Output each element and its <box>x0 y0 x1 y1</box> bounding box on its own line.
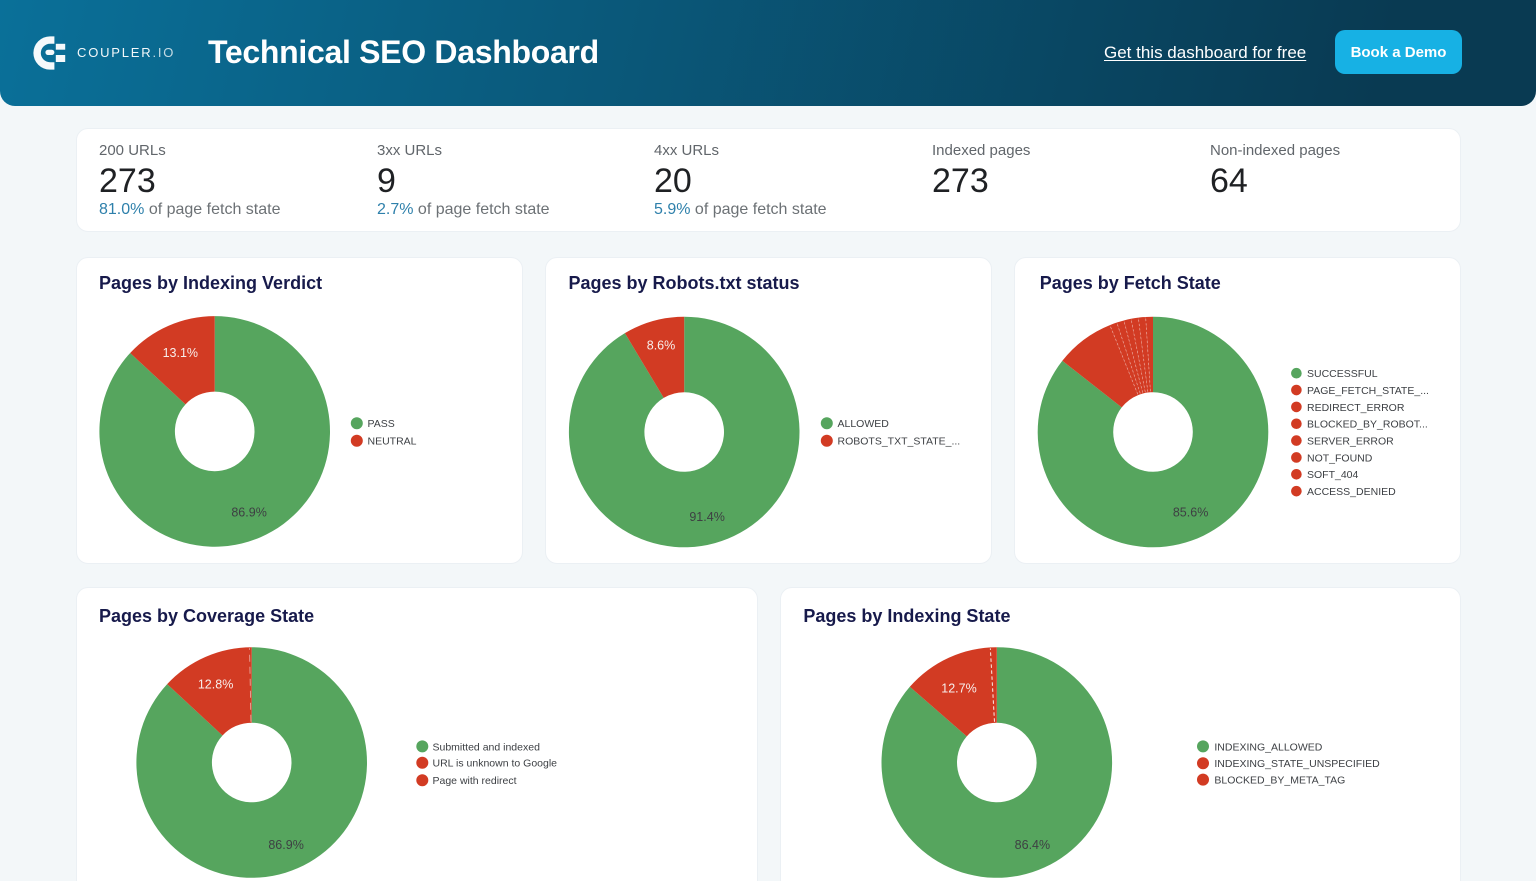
svg-text:SUCCESSFUL: SUCCESSFUL <box>1307 368 1378 380</box>
svg-text:13.1%: 13.1% <box>163 346 198 360</box>
svg-text:12.8%: 12.8% <box>198 678 233 692</box>
svg-text:PASS: PASS <box>368 418 395 430</box>
svg-text:91.4%: 91.4% <box>689 510 724 524</box>
svg-text:PAGE_FETCH_STATE_...: PAGE_FETCH_STATE_... <box>1307 385 1429 397</box>
svg-text:BLOCKED_BY_ROBOT...: BLOCKED_BY_ROBOT... <box>1307 419 1428 431</box>
svg-text:SERVER_ERROR: SERVER_ERROR <box>1307 436 1394 448</box>
svg-text:INDEXING_STATE_UNSPECIFIED: INDEXING_STATE_UNSPECIFIED <box>1214 758 1380 770</box>
svg-text:86.9%: 86.9% <box>268 838 303 852</box>
svg-text:NEUTRAL: NEUTRAL <box>368 436 417 448</box>
svg-text:12.7%: 12.7% <box>941 682 976 696</box>
svg-text:NOT_FOUND: NOT_FOUND <box>1307 452 1373 464</box>
svg-text:8.6%: 8.6% <box>647 339 676 353</box>
svg-text:URL is unknown to Google: URL is unknown to Google <box>433 758 558 770</box>
svg-text:ALLOWED: ALLOWED <box>838 418 890 430</box>
svg-text:BLOCKED_BY_META_TAG: BLOCKED_BY_META_TAG <box>1214 775 1345 787</box>
svg-text:Submitted and indexed: Submitted and indexed <box>433 741 541 753</box>
svg-text:REDIRECT_ERROR: REDIRECT_ERROR <box>1307 402 1405 414</box>
svg-text:ROBOTS_TXT_STATE_...: ROBOTS_TXT_STATE_... <box>838 436 961 448</box>
svg-text:INDEXING_ALLOWED: INDEXING_ALLOWED <box>1214 741 1322 753</box>
svg-text:Page with redirect: Page with redirect <box>433 775 517 787</box>
svg-text:86.4%: 86.4% <box>1015 838 1050 852</box>
svg-text:SOFT_404: SOFT_404 <box>1307 469 1359 481</box>
svg-text:85.6%: 85.6% <box>1173 506 1208 520</box>
svg-text:86.9%: 86.9% <box>231 506 266 520</box>
svg-text:ACCESS_DENIED: ACCESS_DENIED <box>1307 486 1396 498</box>
